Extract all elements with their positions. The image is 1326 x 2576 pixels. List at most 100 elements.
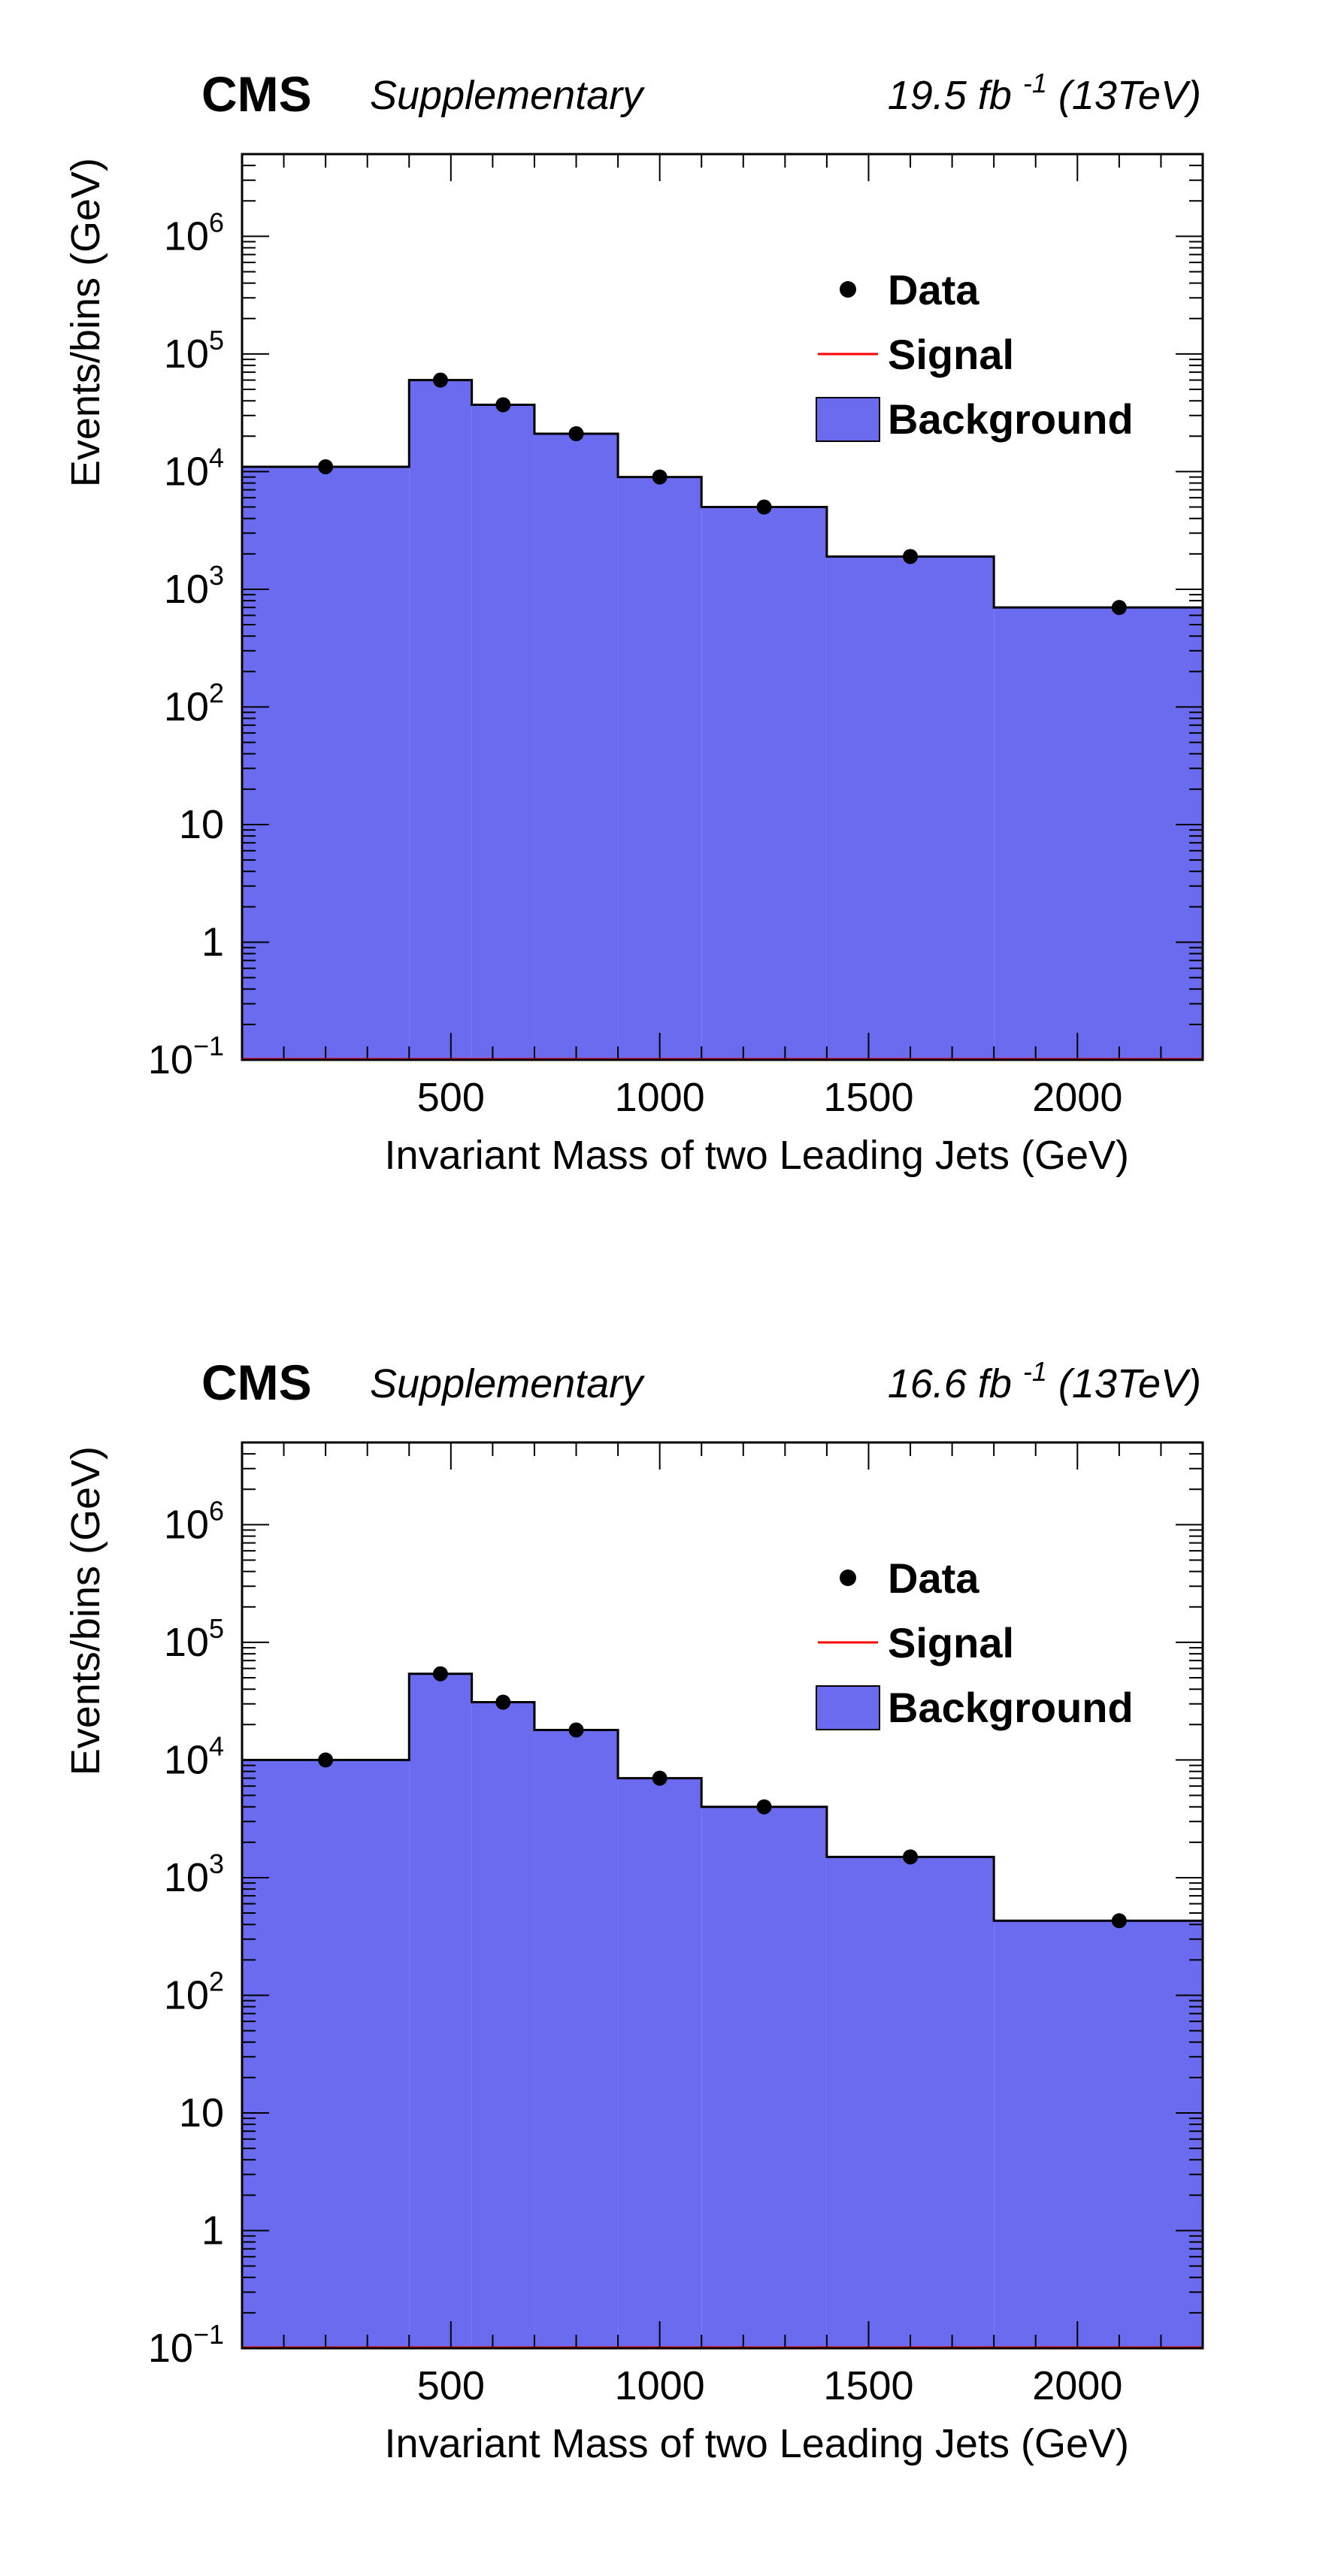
background-bar [471,404,534,1060]
y-tick-exponent: 3 [209,1848,224,1879]
y-tick-label: 104 [164,442,224,494]
supplementary-label: Supplementary [370,1361,645,1406]
y-tick-base: 10 [148,2326,193,2371]
y-tick-exponent: 5 [209,1613,224,1644]
data-point [568,425,584,441]
background-bar [409,380,472,1060]
background-bar [826,556,994,1060]
y-tick-label: 10−1 [148,2319,224,2371]
y-tick-label: 106 [164,1495,224,1547]
luminosity-label: 19.5 fb -1 (13TeV) [888,68,1201,118]
data-series [318,372,1127,616]
data-point [652,469,668,485]
y-tick-base: 10 [164,1855,209,1900]
y-axis-title: Events/bins (GeV) [63,1446,108,1775]
y-tick-label: 104 [164,1730,224,1782]
legend-data-marker [840,1570,856,1586]
background-histogram [241,1672,1204,2348]
background-bar [618,1778,702,2348]
y-tick-label: 1 [201,919,224,964]
chart-svg: CMS Supplementary 16.6 fb -1 (13TeV) 500 100… [63,1355,1204,2466]
background-bar [409,1673,472,2348]
data-point [495,397,511,413]
y-tick-label: 105 [164,325,224,377]
luminosity-value: 16.6 fb [888,1361,1023,1406]
luminosity-exponent: -1 [1023,68,1047,98]
luminosity-exponent: -1 [1023,1356,1047,1387]
background-outline [241,1672,1204,2348]
chart-svg: CMS Supplementary 19.5 fb -1 (13TeV) 500 100… [63,66,1204,1178]
data-point [432,1666,448,1682]
data-point [903,549,919,565]
axis-ticks [241,1442,1203,2349]
data-point [1111,600,1127,616]
data-point [318,459,334,474]
data-point [652,1770,668,1786]
y-tick-exponent: 2 [209,677,224,708]
y-tick-exponent: −1 [193,2319,224,2350]
legend: Data Signal Background [816,266,1134,443]
x-axis-title: Invariant Mass of two Leading Jets (GeV) [385,2421,1129,2466]
y-tick-label: 102 [164,1966,224,2018]
luminosity-label: 16.6 fb -1 (13TeV) [888,1356,1201,1406]
y-tick-label: 10 [179,802,224,847]
x-tick-label: 1500 [823,1075,913,1120]
y-tick-exponent: −1 [193,1031,224,1061]
y-tick-exponent: 6 [209,1495,224,1526]
y-axis-title: Events/bins (GeV) [63,158,108,487]
legend: Data Signal Background [816,1554,1134,1731]
data-point [1111,1913,1127,1929]
legend-background-swatch [816,397,880,442]
x-axis-title: Invariant Mass of two Leading Jets (GeV) [385,1133,1129,1178]
background-outline [241,379,1204,1060]
y-tick-base: 10 [164,1502,209,1547]
data-point [903,1849,919,1865]
legend-entry-background: Background [888,395,1134,443]
luminosity-value: 19.5 fb [888,73,1023,118]
legend-entry-background: Background [888,1684,1134,1731]
data-point [432,372,448,388]
background-bar [471,1702,534,2348]
y-tick-base: 10 [164,449,209,494]
y-tick-label: 103 [164,1848,224,1900]
legend-entry-signal: Signal [888,331,1014,378]
y-tick-label: 106 [164,207,224,259]
x-tick-label: 1000 [615,1075,705,1120]
background-bar [701,507,827,1060]
y-tick-base: 10 [164,331,209,377]
background-bar [826,1857,994,2348]
x-tick-label: 1000 [615,2363,705,2408]
experiment-label: CMS [201,1355,312,1410]
y-tick-base: 10 [164,1972,209,2018]
experiment-label: CMS [201,66,312,122]
background-bar [534,1730,619,2348]
y-tick-base: 10 [164,567,209,612]
y-tick-exponent: 4 [209,1730,224,1761]
y-tick-label: 103 [164,560,224,612]
legend-entry-signal: Signal [888,1619,1014,1666]
y-tick-label: 10−1 [148,1031,224,1082]
chart-panel-bottom: CMS Supplementary 16.6 fb -1 (13TeV) 500 100… [0,1288,1326,2576]
chart-panel-top: CMS Supplementary 19.5 fb -1 (13TeV) 500 100… [63,66,1204,1178]
y-tick-label: 10 [179,2090,224,2136]
y-tick-exponent: 4 [209,442,224,473]
legend-entry-data: Data [888,266,979,313]
energy-label: (13TeV) [1047,73,1201,118]
x-tick-label: 2000 [1032,2363,1122,2408]
energy-label: (13TeV) [1047,1361,1201,1406]
y-tick-base: 10 [164,1737,209,1782]
data-series [318,1666,1127,1929]
y-tick-exponent: 2 [209,1966,224,1996]
data-point [756,1799,772,1815]
background-bar [618,477,702,1060]
y-tick-label: 1 [201,2208,224,2253]
background-bar [534,433,619,1060]
x-tick-label: 2000 [1032,1075,1122,1120]
data-point [756,499,772,515]
x-tick-label: 1500 [823,2363,913,2408]
legend-data-marker [840,281,856,298]
axis-ticks [241,153,1203,1061]
x-tick-label: 500 [417,2363,485,2408]
background-bar [994,607,1203,1060]
y-tick-base: 10 [148,1037,193,1082]
